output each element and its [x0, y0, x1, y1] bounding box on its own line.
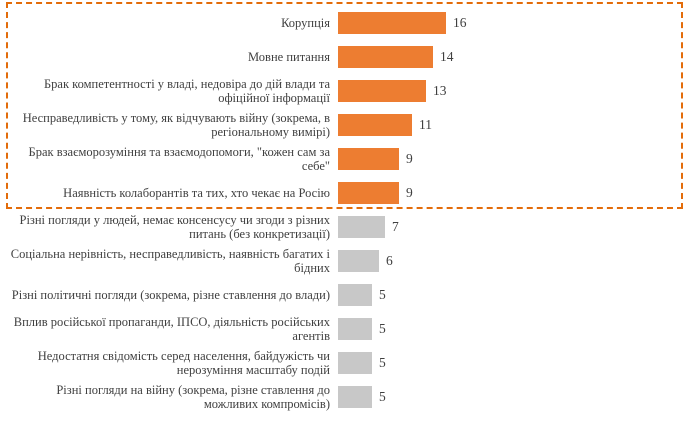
- bar-value: 6: [386, 253, 393, 268]
- bar-and-value: 13: [338, 80, 447, 102]
- bar-label: Несправедливість у тому, як відчувають в…: [22, 111, 330, 139]
- bar-and-value: 9: [338, 148, 413, 170]
- chart-row: Несправедливість у тому, як відчувають в…: [0, 108, 690, 142]
- bar-and-value: 5: [338, 386, 386, 408]
- bar-value: 5: [379, 287, 386, 302]
- bar-and-value: 5: [338, 352, 386, 374]
- bar-and-value: 14: [338, 46, 454, 68]
- bar-highlighted: [338, 114, 412, 136]
- chart-row: Мовне питання 14: [0, 40, 690, 74]
- bar-muted: [338, 352, 372, 374]
- chart-row: Наявність колаборантів та тих, хто чекає…: [0, 176, 690, 210]
- chart-row: Брак взаєморозуміння та взаємодопомоги, …: [0, 142, 690, 176]
- bar-label: Мовне питання: [248, 50, 330, 64]
- bar-muted: [338, 216, 385, 238]
- bar-label: Недостатня свідомість серед населення, б…: [37, 349, 330, 377]
- bar-and-value: 5: [338, 318, 386, 340]
- chart-rows: Корупція 16 Мовне питання 14 Брак компетентн…: [0, 6, 690, 414]
- chart-row: Соціальна нерівність, несправедливість, …: [0, 244, 690, 278]
- bar-and-value: 11: [338, 114, 432, 136]
- bar-value: 9: [406, 185, 413, 200]
- bar-highlighted: [338, 182, 399, 204]
- chart-row: Брак компетентності у владі, недовіра до…: [0, 74, 690, 108]
- bar-highlighted: [338, 148, 399, 170]
- bar-muted: [338, 284, 372, 306]
- bar-value: 9: [406, 151, 413, 166]
- bar-highlighted: [338, 80, 426, 102]
- bar-highlighted: [338, 46, 433, 68]
- bar-muted: [338, 386, 372, 408]
- bar-value: 5: [379, 321, 386, 336]
- bar-and-value: 7: [338, 216, 399, 238]
- bar-muted: [338, 250, 379, 272]
- bar-value: 5: [379, 355, 386, 370]
- bar-value: 5: [379, 389, 386, 404]
- chart-row: Різні погляди у людей, немає консенсусу …: [0, 210, 690, 244]
- bar-value: 13: [433, 83, 447, 98]
- bar-label: Корупція: [281, 16, 330, 30]
- bar-label: Вплив російської пропаганди, ІПСО, діяль…: [13, 315, 330, 343]
- bar-value: 16: [453, 15, 467, 30]
- chart-row: Корупція 16: [0, 6, 690, 40]
- bar-and-value: 5: [338, 284, 386, 306]
- chart-row: Вплив російської пропаганди, ІПСО, діяль…: [0, 312, 690, 346]
- bar-muted: [338, 318, 372, 340]
- chart-row: Різні погляди на війну (зокрема, різне с…: [0, 380, 690, 414]
- chart-row: Недостатня свідомість серед населення, б…: [0, 346, 690, 380]
- bar-highlighted: [338, 12, 446, 34]
- bar-value: 11: [419, 117, 432, 132]
- bar-label: Різні погляди на війну (зокрема, різне с…: [56, 383, 330, 411]
- bar-label: Брак компетентності у владі, недовіра до…: [44, 77, 330, 105]
- chart-row: Різні політичні погляди (зокрема, різне …: [0, 278, 690, 312]
- bar-value: 14: [440, 49, 454, 64]
- bar-and-value: 16: [338, 12, 467, 34]
- bar-label: Різні політичні погляди (зокрема, різне …: [11, 288, 330, 302]
- bar-label: Різні погляди у людей, немає консенсусу …: [19, 213, 331, 241]
- bar-and-value: 6: [338, 250, 393, 272]
- bar-label: Соціальна нерівність, несправедливість, …: [10, 247, 330, 275]
- bar-value: 7: [392, 219, 399, 234]
- bar-label: Наявність колаборантів та тих, хто чекає…: [63, 186, 330, 200]
- bar-label: Брак взаєморозуміння та взаємодопомоги, …: [28, 145, 330, 173]
- bar-and-value: 9: [338, 182, 413, 204]
